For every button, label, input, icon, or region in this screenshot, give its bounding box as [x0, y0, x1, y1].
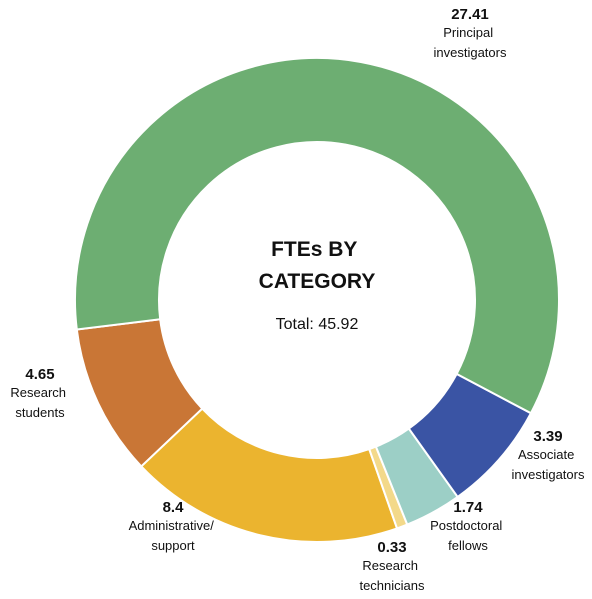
- category-label: Research students: [10, 385, 69, 420]
- chart-subtitle: Total: 45.92: [276, 316, 359, 333]
- chart-title: FTEs BY CATEGORY: [259, 238, 376, 293]
- value-label: 27.41: [451, 6, 489, 23]
- donut-slice: [74, 57, 560, 415]
- value-label: 1.74: [453, 499, 483, 516]
- value-label: 4.65: [25, 366, 54, 383]
- category-label: Research technicians: [359, 558, 425, 593]
- value-label: 3.39: [533, 428, 562, 445]
- category-label: Associate investigators: [512, 447, 585, 482]
- category-label: Postdoctoral fellows: [430, 518, 506, 553]
- category-label: Principal investigators: [434, 25, 507, 60]
- donut-slice: [407, 372, 533, 499]
- donut-slice: [139, 407, 399, 543]
- value-label: 8.4: [163, 499, 185, 516]
- donut-slice: [374, 427, 460, 526]
- value-label: 0.33: [377, 539, 406, 556]
- category-label: Administrative/ support: [129, 518, 218, 553]
